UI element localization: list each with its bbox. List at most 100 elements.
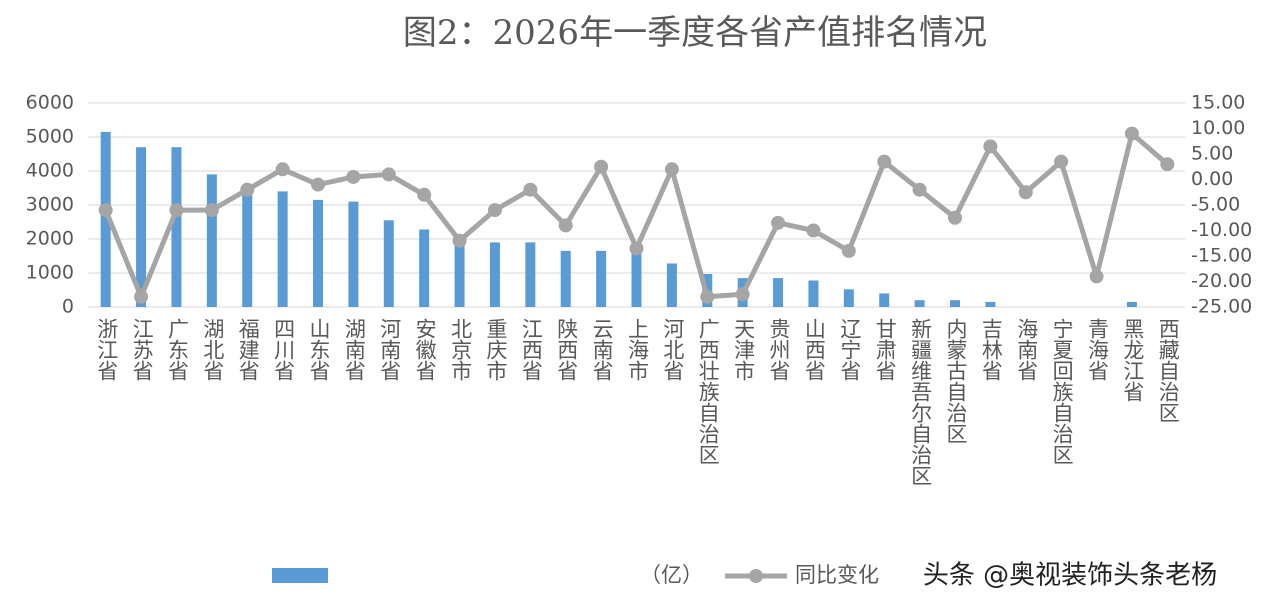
y-tick-label: 4000 <box>26 160 74 182</box>
bar <box>206 174 217 307</box>
marker <box>169 203 184 218</box>
bar <box>843 289 854 307</box>
bar <box>596 250 607 307</box>
y-tick-label: 0 <box>62 296 74 318</box>
bar <box>419 229 430 307</box>
marker <box>487 203 502 218</box>
bar <box>666 263 677 307</box>
x-tick-label: 河北省 <box>661 318 685 381</box>
marker <box>1160 157 1175 172</box>
x-tick-label: 黑龙江省 <box>1121 318 1145 402</box>
x-tick-label: 河南省 <box>378 318 402 381</box>
y2-tick-label: 10.00 <box>1191 117 1245 139</box>
marker <box>841 243 856 258</box>
y2-tick-label: -10.00 <box>1191 219 1252 241</box>
marker <box>381 167 396 182</box>
marker <box>204 203 219 218</box>
legend-marker <box>749 569 763 583</box>
x-tick-label: 北京市 <box>449 318 473 381</box>
x-tick-label: 江西省 <box>519 318 543 381</box>
marker <box>806 223 821 238</box>
x-tick-label: 天津市 <box>732 318 756 381</box>
marker <box>947 210 962 225</box>
marker <box>877 154 892 169</box>
x-tick-label: 湖南省 <box>342 318 366 381</box>
x-tick-label: 辽宁省 <box>838 318 862 381</box>
bar <box>560 250 571 307</box>
x-tick-label: 安徽省 <box>413 318 437 381</box>
x-tick-label: 广东省 <box>165 318 189 381</box>
x-tick-label: 宁夏回族自治区 <box>1050 318 1074 465</box>
x-tick-label: 浙江省 <box>95 318 119 381</box>
x-tick-label: 贵州省 <box>767 318 791 381</box>
y2-tick-label: 15.00 <box>1191 92 1245 114</box>
marker <box>558 218 573 233</box>
marker <box>417 187 432 202</box>
y-tick-label: 5000 <box>26 126 74 148</box>
x-tick-label: 新疆维吾尔自治区 <box>909 318 933 486</box>
marker <box>1054 154 1069 169</box>
bar <box>383 220 394 307</box>
bar <box>1126 301 1137 307</box>
x-tick-label: 重庆市 <box>484 318 508 381</box>
bar <box>985 301 996 307</box>
x-tick-label: 福建省 <box>236 318 260 381</box>
marker <box>98 203 113 218</box>
x-tick-label: 西藏自治区 <box>1156 318 1180 423</box>
bar <box>949 300 960 307</box>
y2-tick-label: -20.00 <box>1191 270 1252 292</box>
legend-label: 同比变化 <box>795 563 879 587</box>
x-tick-label: 江苏省 <box>130 318 154 381</box>
x-tick-label: 甘肃省 <box>873 318 897 381</box>
x-tick-label: 山东省 <box>307 318 331 381</box>
x-tick-label: 湖北省 <box>201 318 225 381</box>
x-tick-label: 陕西省 <box>555 318 579 381</box>
marker <box>523 182 538 197</box>
x-tick-label: 青海省 <box>1086 318 1110 381</box>
marker <box>452 233 467 248</box>
y-tick-label: 3000 <box>26 194 74 216</box>
x-tick-label: 山西省 <box>802 318 826 381</box>
marker <box>311 177 326 192</box>
bar <box>914 300 925 307</box>
x-tick-label: 云南省 <box>590 318 614 381</box>
marker <box>1124 126 1139 141</box>
marker <box>594 159 609 174</box>
bar <box>277 191 288 307</box>
bar <box>631 252 642 307</box>
y-tick-label: 6000 <box>26 92 74 114</box>
bar <box>454 240 465 307</box>
x-tick-label: 海南省 <box>1015 318 1039 381</box>
y-tick-label: 2000 <box>26 228 74 250</box>
bar <box>242 188 253 307</box>
legend-swatch <box>272 568 328 583</box>
marker <box>1018 185 1033 200</box>
bar <box>313 199 324 307</box>
marker <box>664 162 679 177</box>
y2-tick-label: 0.00 <box>1191 168 1233 190</box>
marker <box>275 162 290 177</box>
bar <box>525 242 536 307</box>
bar <box>879 293 890 307</box>
marker <box>983 139 998 154</box>
bar <box>136 147 147 307</box>
marker <box>771 215 786 230</box>
y2-tick-label: -25.00 <box>1191 296 1252 318</box>
chart-title: 图2：2026年一季度各省产值排名情况 <box>403 13 987 53</box>
y-tick-label: 1000 <box>26 262 74 284</box>
marker <box>240 182 255 197</box>
marker <box>1089 269 1104 284</box>
bar <box>100 131 111 307</box>
x-tick-label: 上海市 <box>626 318 650 381</box>
x-tick-label: 内蒙古自治区 <box>944 318 968 444</box>
x-tick-label: 吉林省 <box>979 318 1003 381</box>
bar <box>348 201 359 307</box>
marker <box>912 182 927 197</box>
bar <box>171 147 182 307</box>
y2-tick-label: 5.00 <box>1191 143 1233 165</box>
marker <box>346 169 361 184</box>
y2-tick-label: -5.00 <box>1191 194 1240 216</box>
x-tick-label: 广西壮族自治区 <box>696 318 720 465</box>
